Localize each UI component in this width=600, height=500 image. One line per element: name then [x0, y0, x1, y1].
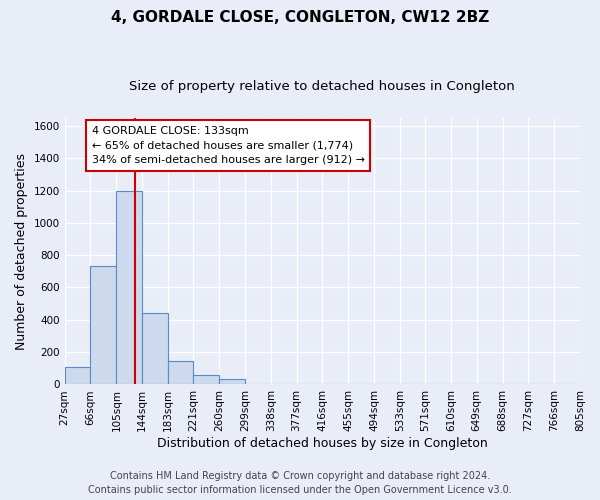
Title: Size of property relative to detached houses in Congleton: Size of property relative to detached ho…	[130, 80, 515, 93]
Bar	[116, 190, 142, 384]
Bar	[142, 314, 168, 384]
Y-axis label: Number of detached properties: Number of detached properties	[15, 152, 28, 350]
X-axis label: Distribution of detached houses by size in Congleton: Distribution of detached houses by size …	[157, 437, 488, 450]
Bar	[65, 366, 91, 384]
Text: 4, GORDALE CLOSE, CONGLETON, CW12 2BZ: 4, GORDALE CLOSE, CONGLETON, CW12 2BZ	[111, 10, 489, 25]
Text: 4 GORDALE CLOSE: 133sqm
← 65% of detached houses are smaller (1,774)
34% of semi: 4 GORDALE CLOSE: 133sqm ← 65% of detache…	[92, 126, 365, 166]
Bar	[219, 379, 245, 384]
Bar	[168, 361, 193, 384]
Text: Contains HM Land Registry data © Crown copyright and database right 2024.
Contai: Contains HM Land Registry data © Crown c…	[88, 471, 512, 495]
Bar	[91, 266, 116, 384]
Bar	[193, 375, 219, 384]
